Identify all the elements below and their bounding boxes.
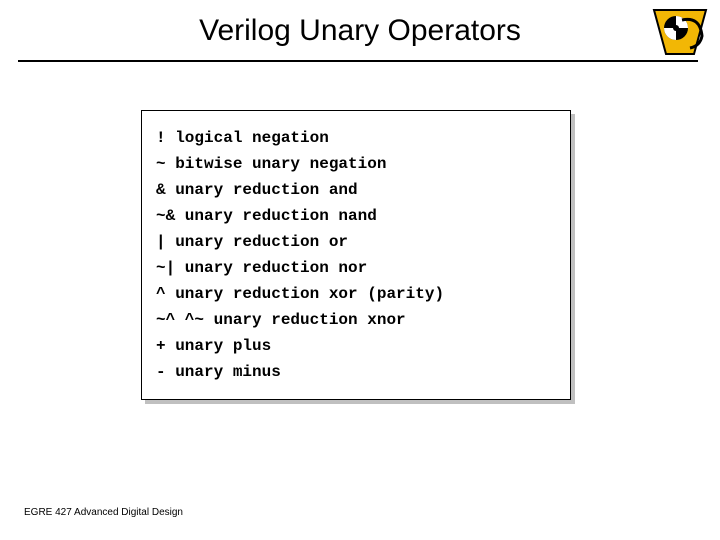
code-line: ~| unary reduction nor	[156, 255, 556, 281]
slide: Verilog Unary Operators ! logical negati…	[0, 0, 720, 540]
code-line: ^ unary reduction xor (parity)	[156, 281, 556, 307]
code-line: ! logical negation	[156, 125, 556, 151]
code-line: ~& unary reduction nand	[156, 203, 556, 229]
page-title: Verilog Unary Operators	[0, 14, 720, 48]
code-line: ~^ ^~ unary reduction xnor	[156, 307, 556, 333]
code-line: & unary reduction and	[156, 177, 556, 203]
footer-text: EGRE 427 Advanced Digital Design	[24, 507, 183, 518]
code-line: | unary reduction or	[156, 229, 556, 255]
code-line: + unary plus	[156, 333, 556, 359]
logo	[650, 6, 710, 58]
operators-codebox: ! logical negation ~ bitwise unary negat…	[141, 110, 571, 400]
code-line: ~ bitwise unary negation	[156, 151, 556, 177]
code-line: - unary minus	[156, 359, 556, 385]
title-rule	[18, 60, 698, 62]
